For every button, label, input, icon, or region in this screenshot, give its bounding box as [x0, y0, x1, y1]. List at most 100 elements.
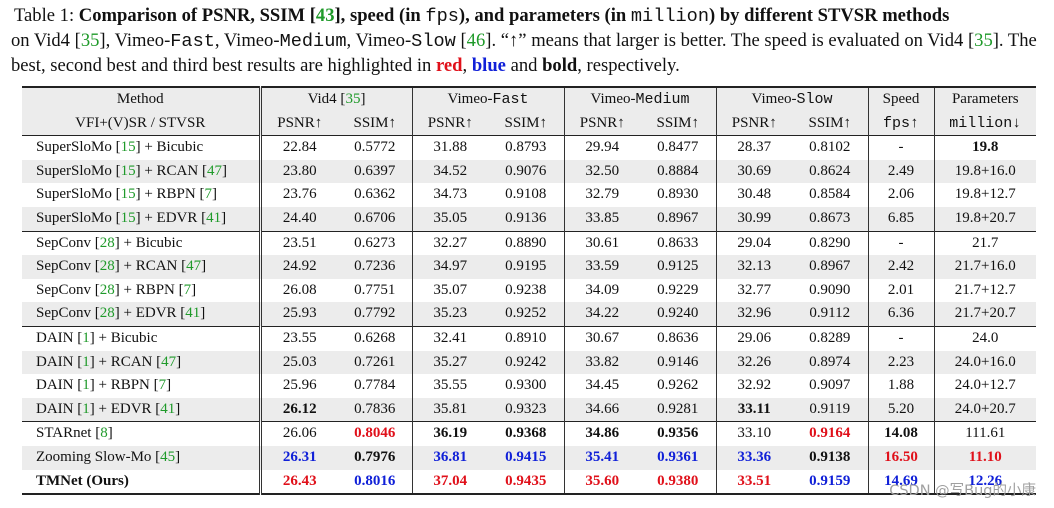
method-text: ] + Bicubic [89, 329, 158, 346]
caption-medium: Medium [279, 31, 347, 52]
citation-link[interactable]: 35 [345, 91, 361, 107]
citation-link[interactable]: 8 [100, 425, 108, 442]
value-cell: 0.7976 [338, 445, 413, 470]
citation-link[interactable]: 28 [99, 281, 115, 298]
header-row-1: Method Vid4 [35] Vimeo-Fast Vimeo-Medium… [22, 87, 1037, 112]
citation-link[interactable]: 41 [206, 209, 222, 226]
value-cell: 0.9281 [640, 397, 717, 422]
value-cell: 2.49 [867, 159, 935, 184]
method-text: ] + Bicubic [135, 139, 204, 156]
value-cell: 19.8+12.7 [933, 183, 1037, 207]
method-text: ] [221, 209, 227, 226]
value-cell: 0.5772 [338, 135, 413, 160]
value-cell: 0.9229 [657, 281, 699, 298]
method-text: ] + RBPN [ [135, 186, 205, 203]
caption-million: million [630, 6, 709, 27]
citation-link[interactable]: 43 [315, 5, 335, 26]
caption-text: ], Vimeo- [99, 30, 171, 51]
header-ssim: SSIM↑ [488, 111, 565, 136]
citation-link[interactable]: 35 [974, 30, 993, 51]
value-cell: 31.88 [411, 135, 489, 160]
header-ssim: SSIM↑ [640, 111, 717, 136]
citation-link[interactable]: 47 [186, 258, 202, 275]
value-cell: 0.9300 [505, 377, 547, 394]
table-row: DAIN [1] + RCAN [47] 25.03 0.7261 35.27 0.92… [22, 350, 1037, 375]
value-cell: 35.55 [411, 374, 489, 398]
header-psnr: PSNR↑ [715, 111, 793, 136]
method-text: SepConv [ [36, 258, 100, 275]
value-cell: 0.9323 [488, 397, 565, 422]
value-cell: 0.6397 [338, 159, 413, 184]
method-text: SepConv [ [36, 234, 100, 251]
citation-link[interactable]: 41 [185, 305, 201, 322]
value-cell: 0.9242 [488, 350, 565, 375]
citation-link[interactable]: 28 [99, 258, 115, 275]
method-cell: STARnet [8] [22, 421, 260, 446]
value-cell: 34.97 [411, 255, 489, 279]
value-cell: 0.8673 [792, 206, 869, 232]
citation-link[interactable]: 7 [183, 281, 192, 298]
header-psnr: PSNR↑ [258, 111, 338, 136]
value-cell: 34.86 [563, 421, 641, 446]
citation-link[interactable]: 7 [204, 186, 212, 203]
citation-link[interactable]: 28 [99, 234, 115, 251]
value-cell: 0.8633 [640, 230, 717, 256]
method-cell: Zooming Slow-Mo [45] [22, 445, 260, 470]
value-cell: 12.26 [933, 469, 1037, 496]
citation-link[interactable]: 1 [82, 329, 90, 346]
value-cell: 0.7236 [338, 255, 413, 279]
table-row: SepConv [28] + RBPN [7] 26.08 0.7751 35.07 0… [22, 278, 1037, 303]
caption-bold-1: Comparison of PSNR, SSIM [ [78, 5, 316, 26]
value-cell: 2.06 [867, 183, 935, 207]
table-row: SepConv [28] + Bicubic 23.51 0.6273 32.27 0.… [22, 230, 1037, 256]
value-cell: 32.41 [411, 325, 489, 351]
value-cell: 23.55 [258, 325, 338, 351]
value-cell: 35.60 [563, 469, 641, 496]
citation-link[interactable]: 35 [80, 30, 100, 51]
citation-link[interactable]: 1 [82, 377, 90, 394]
method-text: ] [107, 425, 113, 442]
citation-link[interactable]: 47 [161, 353, 177, 370]
method-text: ] + RBPN [ [114, 281, 184, 298]
citation-link[interactable]: 7 [158, 377, 167, 394]
value-cell: - [867, 230, 935, 256]
citation-link[interactable]: 15 [120, 209, 136, 226]
citation-link[interactable]: 15 [120, 162, 136, 179]
value-cell: 21.7+20.7 [933, 302, 1037, 327]
citation-link[interactable]: 1 [82, 400, 90, 417]
citation-link[interactable]: 28 [99, 305, 115, 322]
method-text: ] [191, 281, 197, 298]
value-cell: 0.8636 [640, 325, 717, 351]
method-text: SuperSloMo [ [36, 209, 121, 226]
value-cell: 30.48 [715, 183, 793, 207]
header-vid4: Vid4 [35] [258, 87, 413, 112]
citation-link[interactable]: 1 [82, 353, 90, 370]
value-cell: 0.9262 [657, 377, 699, 394]
value-cell: 0.9112 [792, 302, 869, 327]
citation-link[interactable]: 41 [160, 400, 176, 417]
caption-text: , [462, 55, 472, 76]
method-text: ] + Bicubic [114, 234, 183, 251]
value-cell: 0.8624 [792, 159, 869, 184]
value-cell: 26.31 [258, 445, 338, 470]
value-cell: 0.9125 [640, 255, 717, 279]
method-cell: TMNet (Ours) [22, 469, 260, 496]
method-text: ] [175, 448, 181, 465]
value-cell: 21.7 [933, 230, 1037, 256]
value-cell: 32.79 [563, 183, 641, 207]
value-cell: 21.7+12.7 [933, 278, 1037, 303]
value-cell: 21.7+16.0 [933, 255, 1037, 279]
citation-link[interactable]: 47 [206, 162, 222, 179]
citation-link[interactable]: 15 [120, 139, 136, 156]
method-text: SepConv [ [36, 305, 100, 322]
citation-link[interactable]: 45 [160, 448, 176, 465]
value-cell: 0.9195 [488, 255, 565, 279]
header-vimeo-fast: Vimeo-Fast [411, 87, 565, 112]
value-cell: 5.20 [867, 397, 935, 422]
citation-link[interactable]: 46 [466, 30, 486, 51]
citation-link[interactable]: 15 [120, 186, 136, 203]
value-cell: 35.07 [411, 278, 489, 303]
table-row: DAIN [1] + EDVR [41] 26.12 0.7836 35.81 0.93… [22, 397, 1037, 422]
value-cell: 0.8102 [792, 135, 869, 160]
method-cell: DAIN [1] + EDVR [41] [22, 397, 260, 422]
